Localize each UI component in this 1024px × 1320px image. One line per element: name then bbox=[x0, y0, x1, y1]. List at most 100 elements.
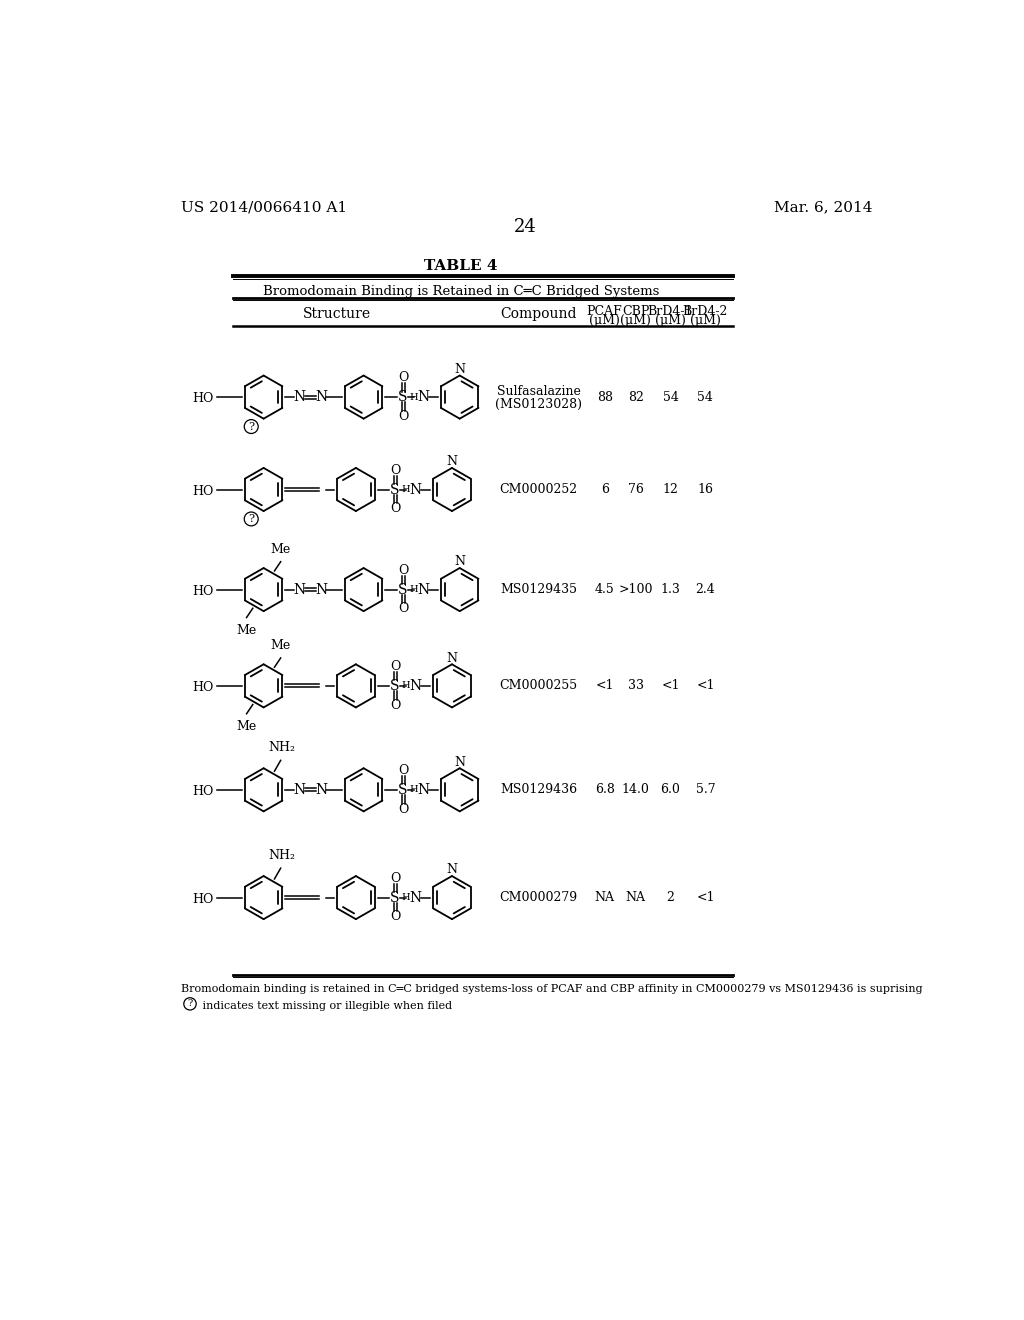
Text: indicates text missing or illegible when filed: indicates text missing or illegible when… bbox=[200, 1001, 453, 1011]
Text: BrD4-2: BrD4-2 bbox=[683, 305, 728, 318]
Text: HO: HO bbox=[191, 585, 213, 598]
Text: (μM): (μM) bbox=[621, 314, 651, 327]
Text: PCAF: PCAF bbox=[587, 305, 623, 318]
Text: (μM): (μM) bbox=[589, 314, 621, 327]
Text: N: N bbox=[446, 652, 458, 665]
Text: Mar. 6, 2014: Mar. 6, 2014 bbox=[773, 201, 872, 215]
Text: 2.4: 2.4 bbox=[695, 583, 715, 597]
Text: 54: 54 bbox=[697, 391, 714, 404]
Text: O: O bbox=[390, 463, 400, 477]
Text: CM0000255: CM0000255 bbox=[500, 680, 578, 693]
Text: O: O bbox=[398, 602, 409, 615]
Text: N: N bbox=[455, 755, 465, 768]
Text: S: S bbox=[397, 783, 408, 797]
Text: Me: Me bbox=[237, 719, 257, 733]
Text: MS0129435: MS0129435 bbox=[501, 583, 578, 597]
Text: H: H bbox=[401, 484, 410, 494]
Text: 76: 76 bbox=[628, 483, 643, 496]
Text: N: N bbox=[417, 391, 429, 404]
Text: Structure: Structure bbox=[303, 308, 372, 321]
Text: 88: 88 bbox=[597, 391, 612, 404]
Text: NH₂: NH₂ bbox=[268, 742, 295, 754]
Text: (μM): (μM) bbox=[690, 314, 721, 327]
Text: N: N bbox=[293, 582, 305, 597]
Text: <1: <1 bbox=[662, 680, 680, 693]
Text: Bromodomain binding is retained in C═C bridged systems-loss of PCAF and CBP affi: Bromodomain binding is retained in C═C b… bbox=[180, 983, 923, 994]
Text: N: N bbox=[315, 391, 327, 404]
Text: 54: 54 bbox=[663, 391, 679, 404]
Text: TABLE 4: TABLE 4 bbox=[425, 259, 498, 272]
Text: N: N bbox=[293, 783, 305, 797]
Text: H: H bbox=[410, 585, 418, 594]
Text: 82: 82 bbox=[628, 391, 643, 404]
Text: NA: NA bbox=[626, 891, 645, 904]
Text: NA: NA bbox=[595, 891, 614, 904]
Text: 4.5: 4.5 bbox=[595, 583, 614, 597]
Text: 6: 6 bbox=[601, 483, 608, 496]
Text: HO: HO bbox=[191, 892, 213, 906]
Text: N: N bbox=[315, 783, 327, 797]
Text: O: O bbox=[390, 502, 400, 515]
Text: 12: 12 bbox=[663, 483, 679, 496]
Text: O: O bbox=[390, 871, 400, 884]
Text: O: O bbox=[398, 803, 409, 816]
Text: H: H bbox=[401, 894, 410, 902]
Text: ?: ? bbox=[248, 513, 254, 524]
Text: O: O bbox=[398, 371, 409, 384]
Text: 14.0: 14.0 bbox=[622, 783, 649, 796]
Text: O: O bbox=[390, 660, 400, 673]
Text: S: S bbox=[390, 891, 399, 904]
Text: N: N bbox=[446, 455, 458, 469]
Text: 33: 33 bbox=[628, 680, 644, 693]
Text: Bromodomain Binding is Retained in C═C Bridged Systems: Bromodomain Binding is Retained in C═C B… bbox=[263, 285, 659, 298]
Text: CM0000279: CM0000279 bbox=[500, 891, 578, 904]
Text: <1: <1 bbox=[595, 680, 613, 693]
Text: <1: <1 bbox=[696, 891, 715, 904]
Text: N: N bbox=[315, 582, 327, 597]
Text: S: S bbox=[390, 483, 399, 496]
Text: N: N bbox=[410, 678, 422, 693]
Text: 6.0: 6.0 bbox=[660, 783, 680, 796]
Text: O: O bbox=[390, 911, 400, 924]
Text: S: S bbox=[397, 391, 408, 404]
Text: Me: Me bbox=[270, 639, 291, 652]
Text: HO: HO bbox=[191, 681, 213, 694]
Text: N: N bbox=[410, 891, 422, 904]
Text: BrD4-1: BrD4-1 bbox=[648, 305, 693, 318]
Text: H: H bbox=[410, 392, 418, 401]
Text: 24: 24 bbox=[513, 218, 537, 236]
Text: H: H bbox=[410, 785, 418, 795]
Text: O: O bbox=[398, 409, 409, 422]
Text: N: N bbox=[417, 783, 429, 797]
Text: HO: HO bbox=[191, 785, 213, 797]
Text: N: N bbox=[293, 391, 305, 404]
Text: (μM): (μM) bbox=[655, 314, 686, 327]
Text: O: O bbox=[398, 564, 409, 577]
Text: O: O bbox=[398, 764, 409, 777]
Text: Sulfasalazine: Sulfasalazine bbox=[497, 385, 581, 399]
Text: 5.7: 5.7 bbox=[695, 783, 715, 796]
Text: (MS0123028): (MS0123028) bbox=[496, 397, 583, 411]
Text: H: H bbox=[401, 681, 410, 690]
Text: 6.8: 6.8 bbox=[595, 783, 614, 796]
Text: S: S bbox=[390, 678, 399, 693]
Text: N: N bbox=[446, 863, 458, 876]
Text: 2: 2 bbox=[667, 891, 675, 904]
Text: 1.3: 1.3 bbox=[660, 583, 680, 597]
Text: N: N bbox=[455, 556, 465, 569]
Text: >100: >100 bbox=[618, 583, 653, 597]
Text: HO: HO bbox=[191, 392, 213, 405]
Text: <1: <1 bbox=[696, 680, 715, 693]
Text: ?: ? bbox=[187, 999, 193, 1008]
Text: NH₂: NH₂ bbox=[268, 849, 295, 862]
Text: N: N bbox=[410, 483, 422, 496]
Text: US 2014/0066410 A1: US 2014/0066410 A1 bbox=[180, 201, 347, 215]
Text: CM0000252: CM0000252 bbox=[500, 483, 578, 496]
Text: CBP: CBP bbox=[622, 305, 649, 318]
Text: N: N bbox=[455, 363, 465, 376]
Text: MS0129436: MS0129436 bbox=[500, 783, 578, 796]
Text: Compound: Compound bbox=[501, 308, 577, 321]
Text: ?: ? bbox=[248, 421, 254, 432]
Text: HO: HO bbox=[191, 484, 213, 498]
Text: Me: Me bbox=[270, 543, 291, 556]
